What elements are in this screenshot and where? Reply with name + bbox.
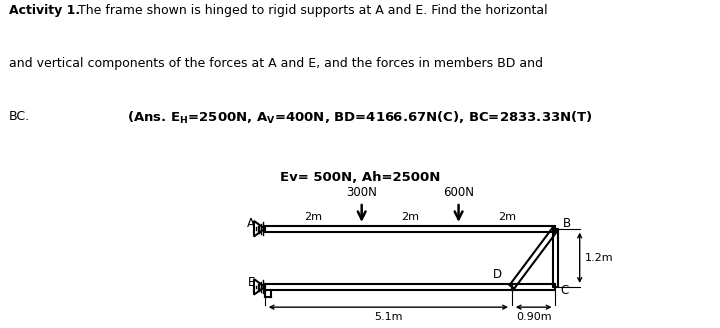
Text: C: C [560,284,569,297]
Text: 1.2m: 1.2m [585,253,613,263]
Text: The frame shown is hinged to rigid supports at A and E. Find the horizontal: The frame shown is hinged to rigid suppo… [78,4,547,17]
Text: 600N: 600N [443,186,474,199]
Text: 5.1m: 5.1m [374,312,402,322]
Text: 0.90m: 0.90m [516,312,552,322]
Text: D: D [493,268,502,281]
Text: 300N: 300N [346,186,377,199]
Text: 2m: 2m [305,212,323,222]
Text: Activity 1.: Activity 1. [9,4,80,17]
Text: 2m: 2m [401,212,419,222]
Text: Ev= 500N, Ah=2500N: Ev= 500N, Ah=2500N [280,171,440,184]
Text: (Ans. $\mathbf{E_H}$=2500N, $\mathbf{A_V}$=400N, BD=4166.67N(C), BC=2833.33N(T): (Ans. $\mathbf{E_H}$=2500N, $\mathbf{A_V… [127,110,593,126]
Text: 2m: 2m [498,212,516,222]
Text: E: E [248,277,255,289]
Text: BC.: BC. [9,110,30,123]
Text: A: A [247,217,256,230]
Text: B: B [563,217,571,230]
Text: and vertical components of the forces at A and E, and the forces in members BD a: and vertical components of the forces at… [9,57,543,70]
